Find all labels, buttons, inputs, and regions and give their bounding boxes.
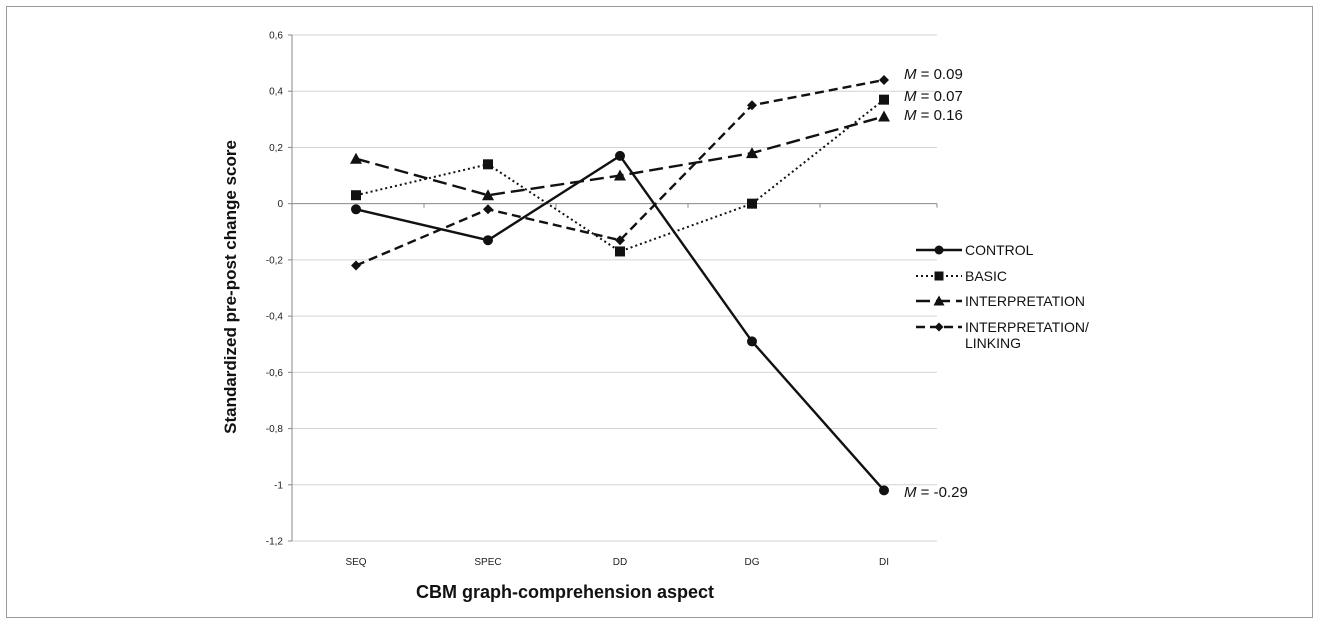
- legend-label: CONTROL: [965, 242, 1034, 258]
- series-diamond: [351, 74, 889, 271]
- data-point: [614, 169, 626, 181]
- data-point: [482, 189, 494, 201]
- legend-label: INTERPRETATION/: [965, 319, 1089, 335]
- mean-annotation: M = 0.07: [904, 88, 963, 105]
- data-point: [351, 260, 361, 271]
- y-tick-label: -0,6: [266, 368, 284, 379]
- data-point: [483, 159, 493, 170]
- x-tick-label: DD: [613, 557, 627, 568]
- mean-annotation: M = 0.16: [904, 107, 963, 124]
- x-tick-label: SEQ: [345, 557, 366, 568]
- legend-entry: INTERPRETATION/LINKING: [916, 319, 1089, 351]
- y-tick-label: -0,8: [266, 424, 284, 435]
- data-point: [879, 94, 889, 105]
- data-point: [615, 150, 625, 161]
- legend-entry: BASIC: [916, 268, 1007, 284]
- data-point: [747, 100, 757, 111]
- mean-symbol: M: [904, 107, 917, 124]
- mean-symbol: M: [904, 88, 917, 105]
- data-point: [350, 152, 362, 164]
- y-tick-label: 0,6: [269, 31, 283, 42]
- mean-symbol: M: [904, 484, 917, 501]
- data-point: [879, 485, 889, 496]
- data-point: [615, 235, 625, 246]
- x-tick-label: SPEC: [474, 557, 501, 568]
- data-point: [747, 336, 757, 347]
- legend-marker: [934, 271, 944, 281]
- data-point: [879, 74, 889, 85]
- mean-value: = 0.09: [917, 66, 963, 83]
- y-axis-title: Standardized pre-post change score: [221, 140, 240, 434]
- series-circle: [351, 150, 889, 496]
- legend-marker: [934, 245, 944, 255]
- gridlines: [292, 34, 937, 542]
- x-tick-label: DI: [879, 557, 889, 568]
- series-line: [355, 78, 885, 267]
- data-point: [483, 204, 493, 215]
- legend-label: BASIC: [965, 268, 1007, 284]
- mean-value: = -0.29: [917, 484, 968, 501]
- data-point: [878, 110, 890, 122]
- y-tick-label: 0,2: [269, 143, 283, 154]
- mean-value: = 0.16: [917, 107, 963, 124]
- legend-entry: CONTROL: [916, 242, 1034, 258]
- legend-label: INTERPRETATION: [965, 293, 1085, 309]
- axes: [288, 34, 938, 542]
- series-layer: [350, 74, 890, 496]
- data-point: [746, 147, 758, 159]
- mean-annotation: M = 0.09: [904, 66, 963, 83]
- series-triangle: [350, 110, 890, 201]
- y-tick-label: 0: [277, 199, 283, 210]
- series-line: [355, 154, 885, 492]
- y-tick-label: -1: [274, 480, 283, 491]
- y-tick-label: 0,4: [269, 87, 283, 98]
- mean-symbol: M: [904, 66, 917, 83]
- mean-annotation: M = -0.29: [904, 484, 968, 501]
- y-tick-labels: 0,6 0,4 0,2 0 -0,2 -0,4 -0,6 -0,8 -1 -1,2: [266, 31, 284, 548]
- x-tick-labels: SEQ SPEC DD DG DI: [345, 557, 889, 568]
- legend-entry: INTERPRETATION: [916, 293, 1085, 309]
- annotations: M = -0.29M = 0.07M = 0.16M = 0.09: [904, 66, 968, 501]
- series-square: [351, 94, 889, 257]
- x-tick-label: DG: [745, 557, 760, 568]
- legend-marker: [934, 322, 944, 332]
- legend: CONTROL BASIC INTERPRETATION INTERPRETATION…: [916, 242, 1089, 351]
- y-tick-label: -0,2: [266, 255, 284, 266]
- data-point: [615, 246, 625, 257]
- data-point: [747, 198, 757, 209]
- x-axis-title: CBM graph-comprehension aspect: [416, 582, 714, 602]
- legend-marker: [933, 295, 945, 306]
- series-line: [355, 98, 885, 253]
- legend-label: LINKING: [965, 335, 1021, 351]
- data-point: [351, 190, 361, 201]
- data-point: [351, 204, 361, 215]
- mean-value: = 0.07: [917, 88, 963, 105]
- y-tick-label: -1,2: [266, 537, 284, 548]
- figure-frame: [6, 6, 1313, 618]
- data-point: [483, 235, 493, 246]
- y-tick-label: -0,4: [266, 312, 284, 323]
